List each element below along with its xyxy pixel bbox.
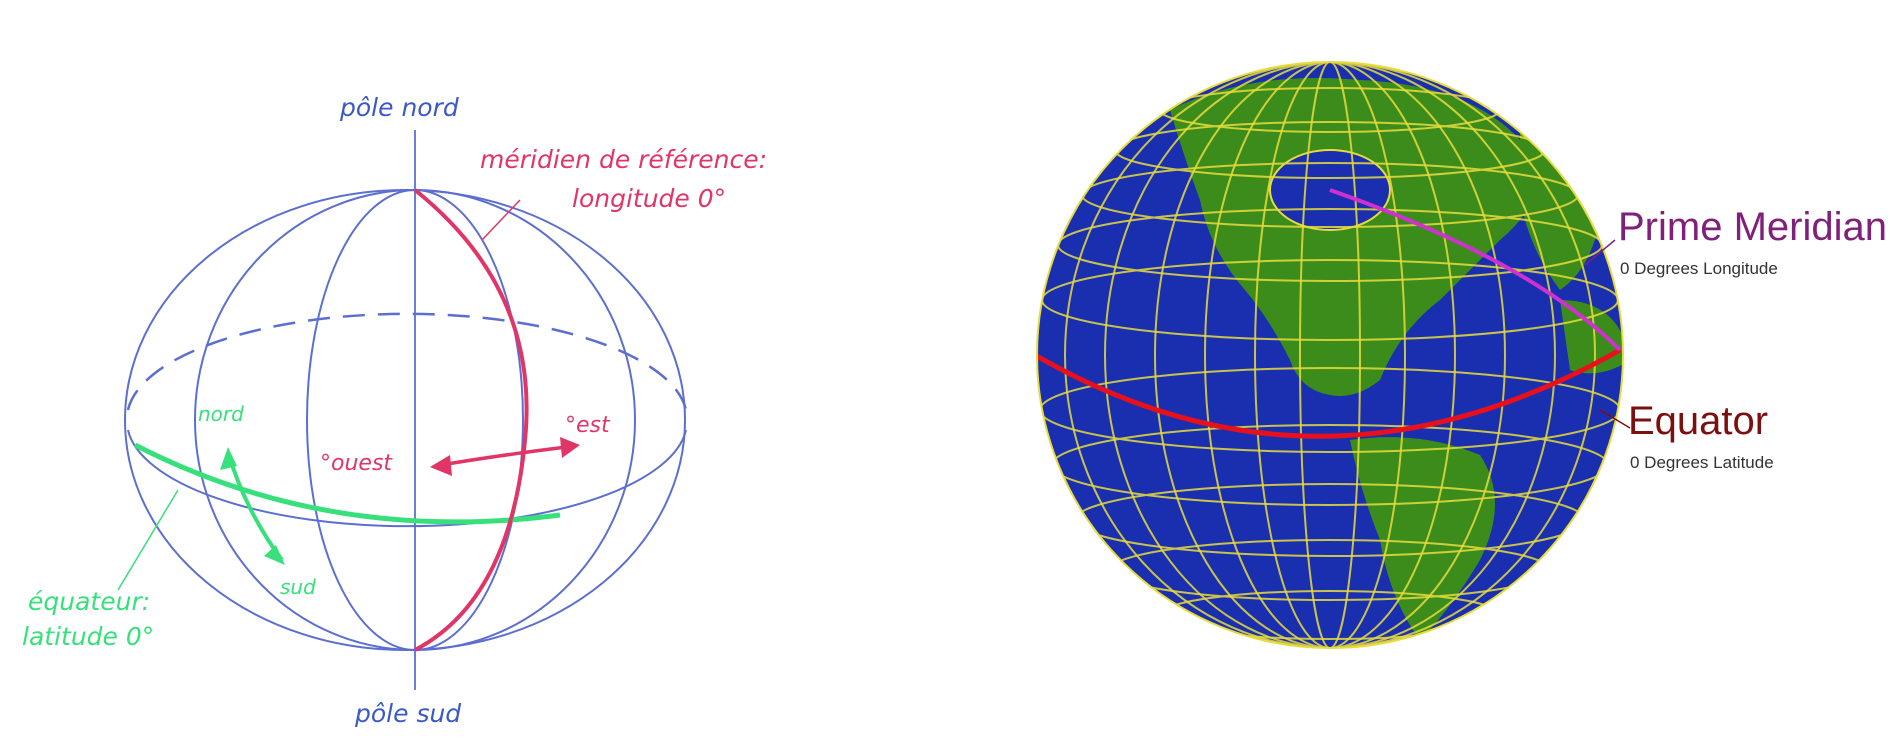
latitude-zero-label: latitude 0°	[22, 622, 154, 651]
equator-leader	[1599, 409, 1631, 429]
equator-subtitle: 0 Degrees Latitude	[1630, 453, 1774, 472]
north-label: nord	[198, 402, 244, 426]
equator-pointer	[117, 489, 179, 591]
meridian-pointer	[481, 199, 521, 241]
equator-back-dashed	[126, 312, 688, 411]
south-label: sud	[280, 575, 316, 599]
north-america-land	[1170, 78, 1536, 396]
south-pole-label: pôle sud	[354, 699, 461, 728]
reference-meridian-label: méridien de référence:	[480, 145, 767, 174]
east-west-arrow	[434, 444, 576, 468]
west-label: °ouest	[320, 451, 393, 476]
prime-meridian-title: Prime Meridian	[1618, 205, 1887, 249]
longitude-grid	[1064, 62, 1596, 648]
globe-equator	[1037, 347, 1622, 439]
prime-meridian-subtitle: 0 Degrees Longitude	[1620, 259, 1778, 278]
east-label: °est	[565, 413, 611, 438]
equator-title: Equator	[1628, 399, 1768, 443]
globe-diagram: Prime Meridian 0 Degrees Longitude Equat…	[1036, 61, 1887, 649]
globe-prime-meridian	[1329, 188, 1622, 352]
arrow-head-east	[560, 437, 580, 458]
reference-meridian	[413, 188, 529, 652]
prime-meridian-leader	[1584, 239, 1616, 266]
equator-label: équateur:	[28, 587, 150, 616]
north-south-arrow	[226, 451, 284, 562]
globe-rim	[1036, 61, 1624, 649]
north-pole-label: pôle nord	[339, 93, 459, 122]
longitude-zero-label: longitude 0°	[572, 184, 726, 213]
equator-front	[127, 429, 687, 528]
left-sphere-diagram: pôle nord pôle sud méridien de référence…	[22, 93, 767, 728]
equator-highlight	[133, 442, 561, 525]
arrow-head-west	[430, 455, 452, 476]
arrow-head-north	[220, 447, 237, 470]
arrow-head-south	[264, 545, 285, 565]
